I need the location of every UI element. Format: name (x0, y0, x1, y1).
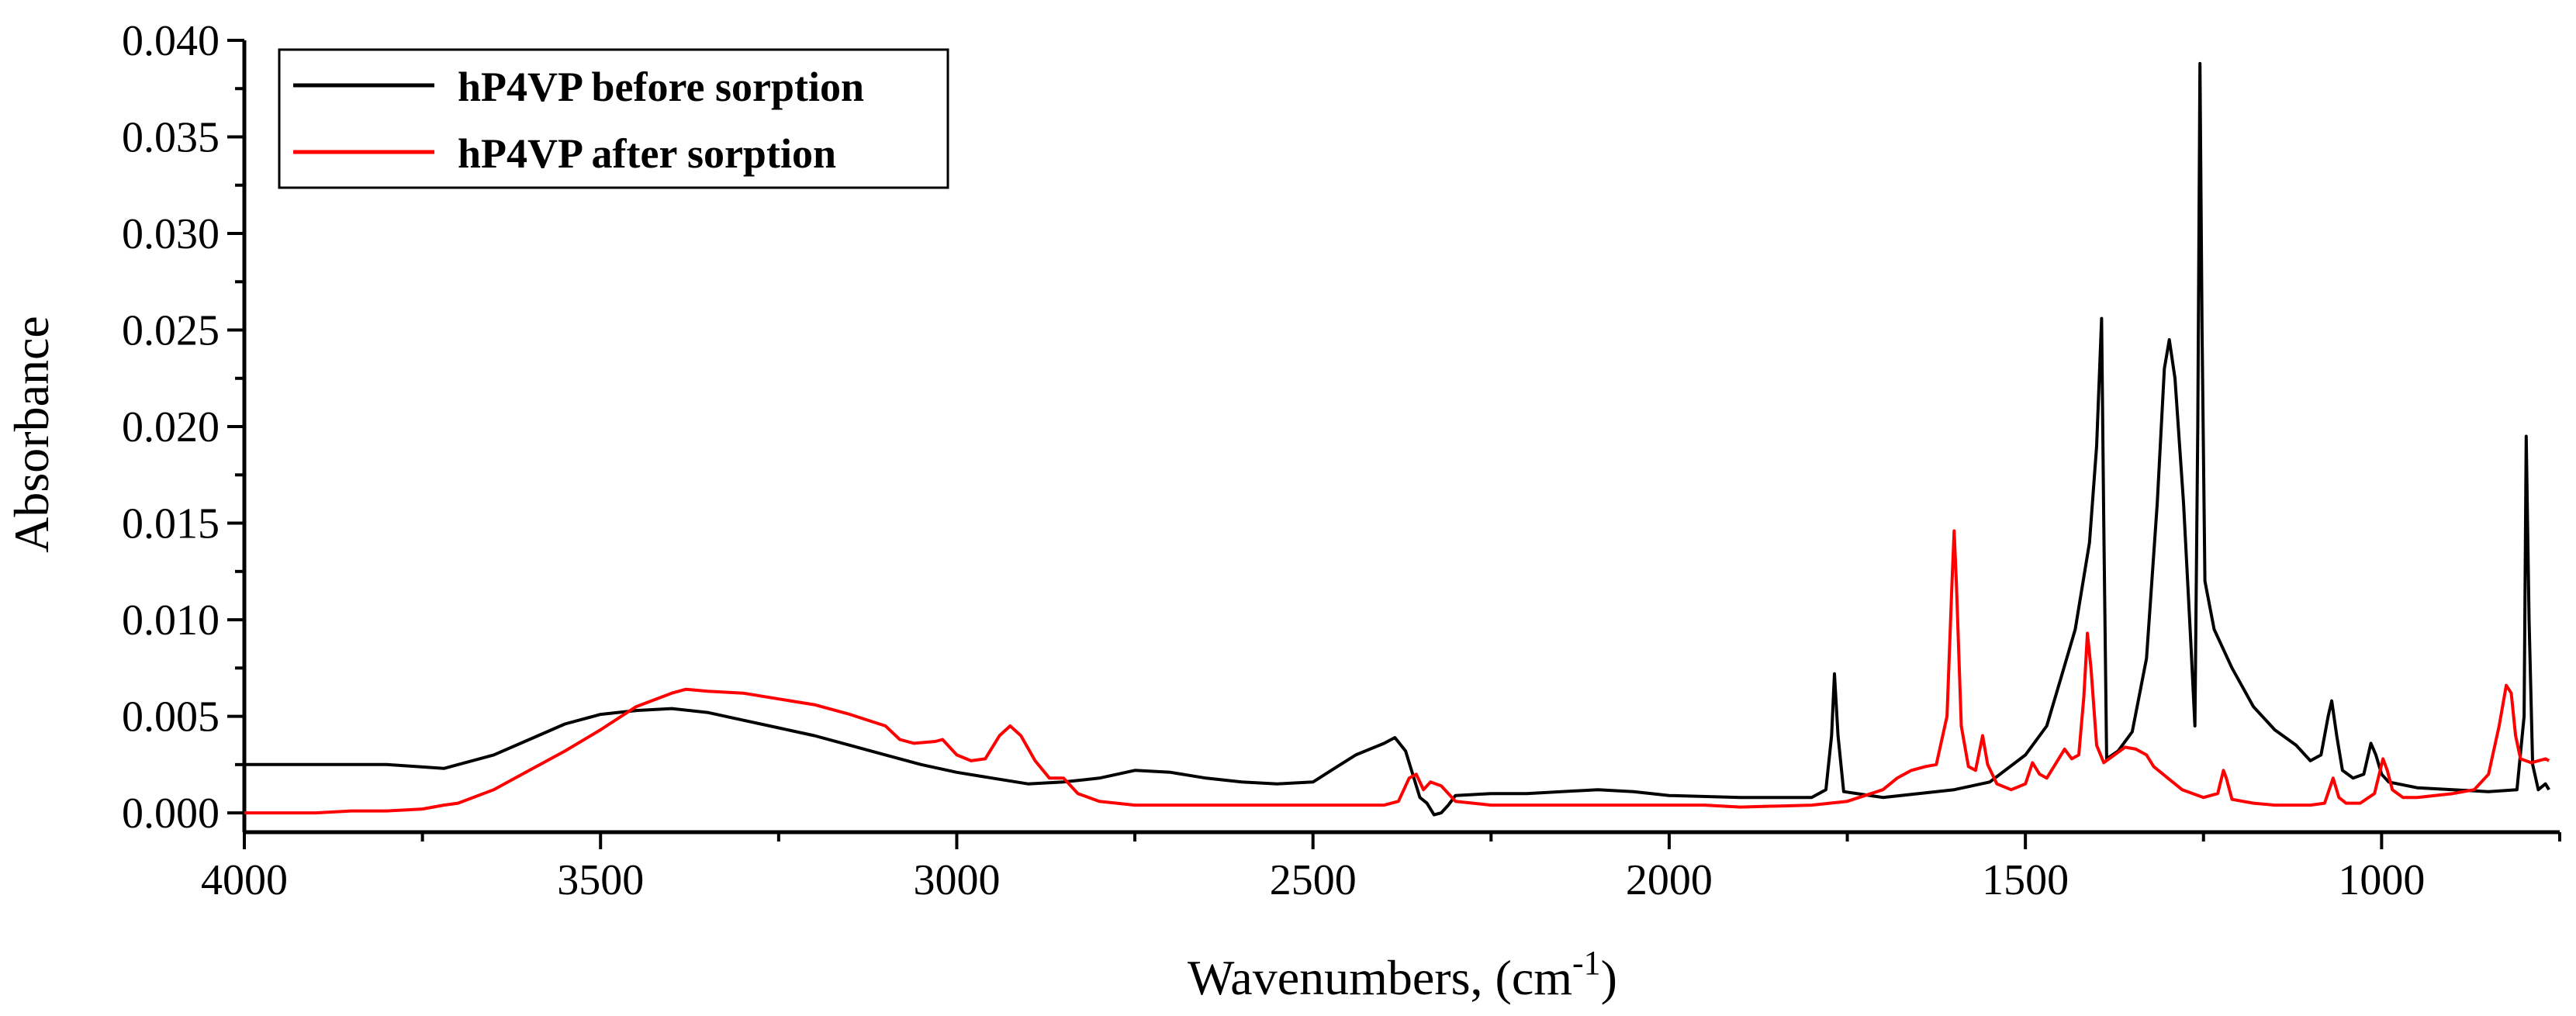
y-ticks: 0.000 0.005 0.010 0.015 0.020 0.025 0.030 0.035… (122, 17, 244, 838)
x-ticks: 4000 3500 3000 2500 2000 1500 1000 (201, 832, 2561, 904)
y-axis-title: Absorbance (4, 316, 59, 553)
x-tick-label: 2000 (1626, 856, 1713, 904)
legend-label-after: hP4VP after sorption (458, 130, 836, 177)
series-line-1 (244, 529, 2550, 815)
x-tick-label: 1000 (2338, 856, 2425, 904)
y-tick-label: 0.000 (122, 790, 220, 838)
x-tick-label: 2500 (1270, 856, 1357, 904)
y-tick-label: 0.040 (122, 17, 220, 65)
y-tick-label: 0.010 (122, 596, 220, 645)
series-layer (244, 61, 2550, 817)
x-axis-title-main: Wavenumbers, (cm (1188, 950, 1572, 1005)
x-tick-label: 3500 (557, 856, 644, 904)
x-tick-label: 1500 (1982, 856, 2069, 904)
y-tick-label: 0.030 (122, 210, 220, 258)
x-axis-title-suffix: ) (1601, 950, 1617, 1005)
x-axis-title: Wavenumbers, (cm-1) (1188, 944, 1617, 1005)
plot-area: 4000 3500 3000 2500 2000 1500 1000 0.0000.0050… (122, 17, 2561, 904)
series-line-0 (244, 61, 2550, 817)
x-axis-title-sup: -1 (1572, 944, 1601, 982)
x-tick-label: 3000 (913, 856, 1000, 904)
x-tick-label: 4000 (201, 856, 288, 904)
y-tick-label: 0.005 (122, 693, 220, 741)
legend-box (278, 48, 949, 189)
y-tick-label: 0.020 (122, 403, 220, 451)
legend-label-before: hP4VP before sorption (458, 64, 864, 110)
legend: hP4VP before sorption hP4VP after sorpti… (278, 48, 949, 189)
y-tick-label: 0.025 (122, 307, 220, 355)
y-tick-label: 0.035 (122, 114, 220, 162)
y-tick-label: 0.015 (122, 500, 220, 548)
